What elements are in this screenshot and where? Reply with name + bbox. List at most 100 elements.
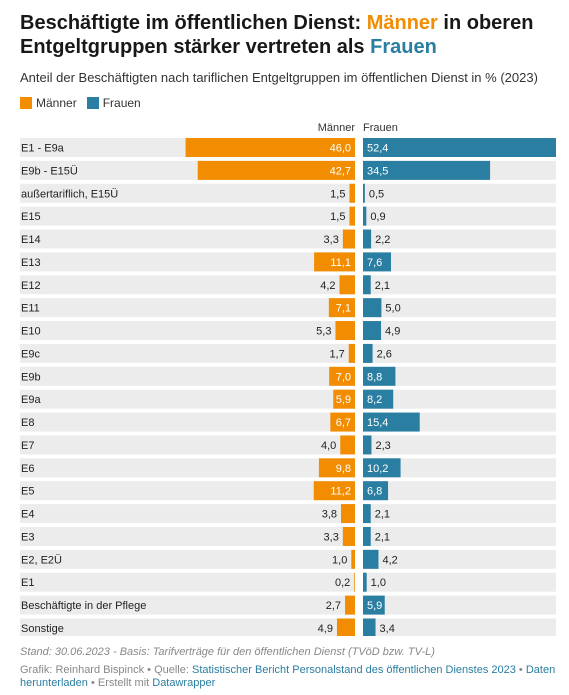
bar-women — [363, 160, 491, 180]
source-link[interactable]: Statistischer Bericht Personalstand des … — [191, 664, 516, 676]
bar-women — [363, 183, 365, 203]
bar-men — [345, 595, 355, 615]
bar-women — [363, 343, 373, 363]
footer: Stand: 30.06.2023 - Basis: Tarifverträge… — [20, 646, 560, 690]
value-label-men: 42,7 — [330, 165, 351, 177]
row-bg-right — [363, 206, 556, 226]
bar-men — [342, 229, 355, 249]
value-label-men: 1,0 — [332, 554, 347, 566]
row-bg-left — [20, 366, 355, 386]
value-label-women: 2,2 — [375, 234, 390, 246]
row-bg-left — [20, 298, 355, 318]
datawrapper-link[interactable]: Datawrapper — [152, 677, 216, 689]
row-bg-left — [20, 504, 355, 524]
bar-men — [185, 138, 355, 157]
column-header-men: Männer — [318, 122, 356, 134]
bar-women — [363, 275, 371, 295]
value-label-men: 0,2 — [335, 577, 350, 589]
row-bg-left — [20, 549, 355, 569]
bar-women — [363, 504, 371, 524]
category-label: E6 — [21, 463, 34, 475]
bar-women — [363, 595, 385, 615]
value-label-women: 3,4 — [380, 623, 395, 635]
row-bg-right — [363, 366, 556, 386]
title-part1: Beschäftigte im öffentlichen Dienst: — [20, 12, 367, 34]
row-bg-left — [20, 229, 355, 249]
value-label-women: 4,2 — [382, 554, 397, 566]
credit-sep1: • — [515, 664, 526, 676]
category-label: E1 — [21, 577, 34, 589]
row-bg-right — [363, 275, 556, 295]
category-label: E9b — [21, 371, 41, 383]
bar-men — [333, 389, 355, 409]
category-label: E14 — [21, 234, 41, 246]
category-label: E5 — [21, 486, 34, 498]
row-bg-left — [20, 435, 355, 455]
category-label: E9c — [21, 348, 40, 360]
download-link[interactable]: Daten herunterladen — [20, 664, 556, 689]
category-label: E2, E2Ü — [21, 554, 62, 566]
bar-men — [197, 160, 355, 180]
bar-women — [363, 618, 376, 636]
row-bg-left — [20, 572, 355, 592]
category-label: E10 — [21, 326, 41, 338]
row-bg-right — [363, 183, 556, 203]
value-label-men: 3,8 — [322, 509, 337, 521]
category-label: E9b - E15Ü — [21, 165, 78, 177]
category-label: Beschäftigte in der Pflege — [21, 600, 146, 612]
value-label-men: 4,0 — [321, 440, 336, 452]
value-label-women: 0,5 — [369, 188, 384, 200]
title-men-highlight: Männer — [366, 12, 438, 34]
row-bg-right — [363, 389, 556, 409]
row-bg-right — [363, 526, 556, 546]
value-label-women: 5,0 — [385, 303, 400, 315]
category-label: E11 — [21, 303, 40, 315]
value-label-men: 7,0 — [336, 371, 351, 383]
row-bg-left — [20, 183, 355, 203]
row-bg-left — [20, 618, 355, 636]
bar-women — [363, 389, 394, 409]
value-label-men: 1,7 — [329, 348, 344, 360]
footer-note: Stand: 30.06.2023 - Basis: Tarifverträge… — [20, 646, 435, 658]
value-label-men: 4,9 — [318, 623, 333, 635]
value-label-women: 4,9 — [385, 326, 400, 338]
value-label-women: 2,1 — [375, 509, 390, 521]
value-label-men: 9,8 — [336, 463, 351, 475]
row-bg-left — [20, 252, 355, 272]
legend-swatch-men — [20, 97, 32, 109]
row-bg-left — [20, 481, 355, 501]
credit-prefix: Grafik: Reinhard Bispinck • Quelle: — [20, 664, 192, 676]
bar-men — [335, 321, 355, 341]
row-bg-right — [363, 549, 556, 569]
bar-women — [363, 321, 382, 341]
row-bg-left — [20, 275, 355, 295]
value-label-men: 11,2 — [330, 486, 351, 498]
split-bar-chart: Männer Frauen E1 - E9a 46,0 52,4 E9b - E15Ü 42… — [20, 122, 556, 636]
row-bg-left — [20, 389, 355, 409]
value-label-women: 34,5 — [367, 165, 388, 177]
bar-men — [314, 252, 355, 272]
row-bg-right — [363, 343, 556, 363]
category-label: E7 — [21, 440, 34, 452]
value-label-men: 7,1 — [336, 303, 351, 315]
bar-men — [340, 435, 355, 455]
bar-men — [341, 504, 355, 524]
value-label-women: 7,6 — [367, 257, 382, 269]
category-label: Sonstige — [21, 623, 64, 635]
bar-men — [330, 412, 355, 432]
bar-women — [363, 481, 389, 501]
row-bg-left — [20, 458, 355, 478]
bar-women — [363, 366, 396, 386]
value-label-women: 15,4 — [367, 417, 388, 429]
chart-subtitle: Anteil der Beschäftigten nach tarifliche… — [20, 70, 538, 85]
value-label-men: 5,9 — [336, 394, 351, 406]
bar-men — [349, 183, 355, 203]
row-bg-right — [363, 595, 556, 615]
bar-women — [363, 412, 420, 432]
row-bg-right — [363, 435, 556, 455]
row-bg-right — [363, 481, 556, 501]
bar-women — [363, 435, 372, 455]
value-label-women: 52,4 — [367, 143, 388, 155]
bar-men — [354, 572, 355, 592]
row-bg-right — [363, 458, 556, 478]
